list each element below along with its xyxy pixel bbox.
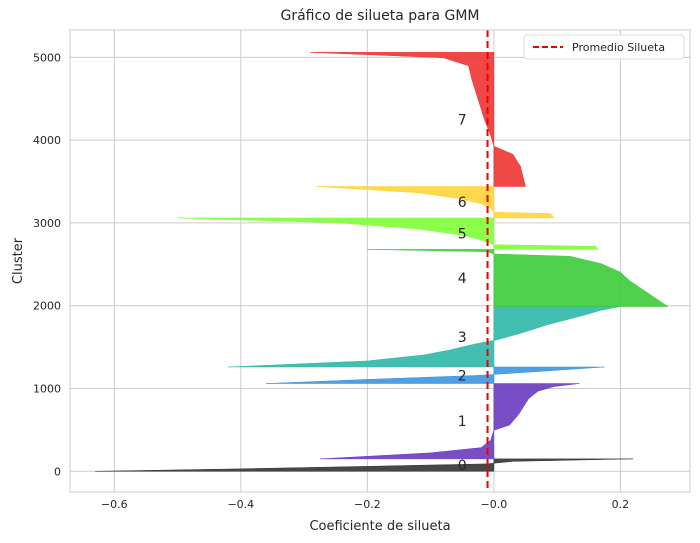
x-tick-label: −0.2 [354,498,381,511]
cluster-7-area [310,52,526,187]
legend-mean-line-label: Promedio Silueta [572,41,665,54]
legend: Promedio Silueta [523,34,685,60]
y-tick-labels: 0 1000 2000 3000 4000 5000 [33,51,61,478]
cluster-5-area [177,217,599,250]
cluster-0-label: 0 [458,458,467,474]
cluster-2-label: 2 [458,368,467,384]
cluster-5-label: 5 [458,227,467,243]
y-axis-label: Cluster [11,237,26,284]
y-tick-label: 2000 [33,300,61,313]
cluster-4-label: 4 [458,271,467,287]
cluster-areas [95,52,669,472]
cluster-labels: 0 1 2 3 4 5 6 7 [458,112,467,474]
x-tick-label: −0.6 [101,498,128,511]
cluster-2-area [266,366,605,384]
cluster-6-area [316,186,555,219]
cluster-1-area [319,383,580,460]
chart-title: Gráfico de silueta para GMM [280,8,479,24]
x-tick-label: −0.4 [227,498,254,511]
x-tick-label: −0.0 [481,498,508,511]
cluster-6-label: 6 [458,195,467,211]
cluster-3-area [228,306,621,368]
plot-background [70,30,690,492]
y-tick-label: 4000 [33,134,61,147]
y-tick-label: 0 [54,465,61,478]
cluster-1-label: 1 [458,414,467,430]
plot-frame [69,29,691,493]
y-tick-label: 1000 [33,383,61,396]
x-tick-label: 0.2 [612,498,630,511]
x-tick-labels: −0.6 −0.4 −0.2 −0.0 0.2 [101,498,629,511]
x-axis-label: Coeficiente de silueta [309,519,450,534]
y-tick-label: 5000 [33,51,61,64]
y-tick-label: 3000 [33,217,61,230]
cluster-3-label: 3 [458,330,467,346]
cluster-7-label: 7 [458,112,467,128]
legend-box [523,34,685,60]
cluster-0-area [95,458,634,472]
